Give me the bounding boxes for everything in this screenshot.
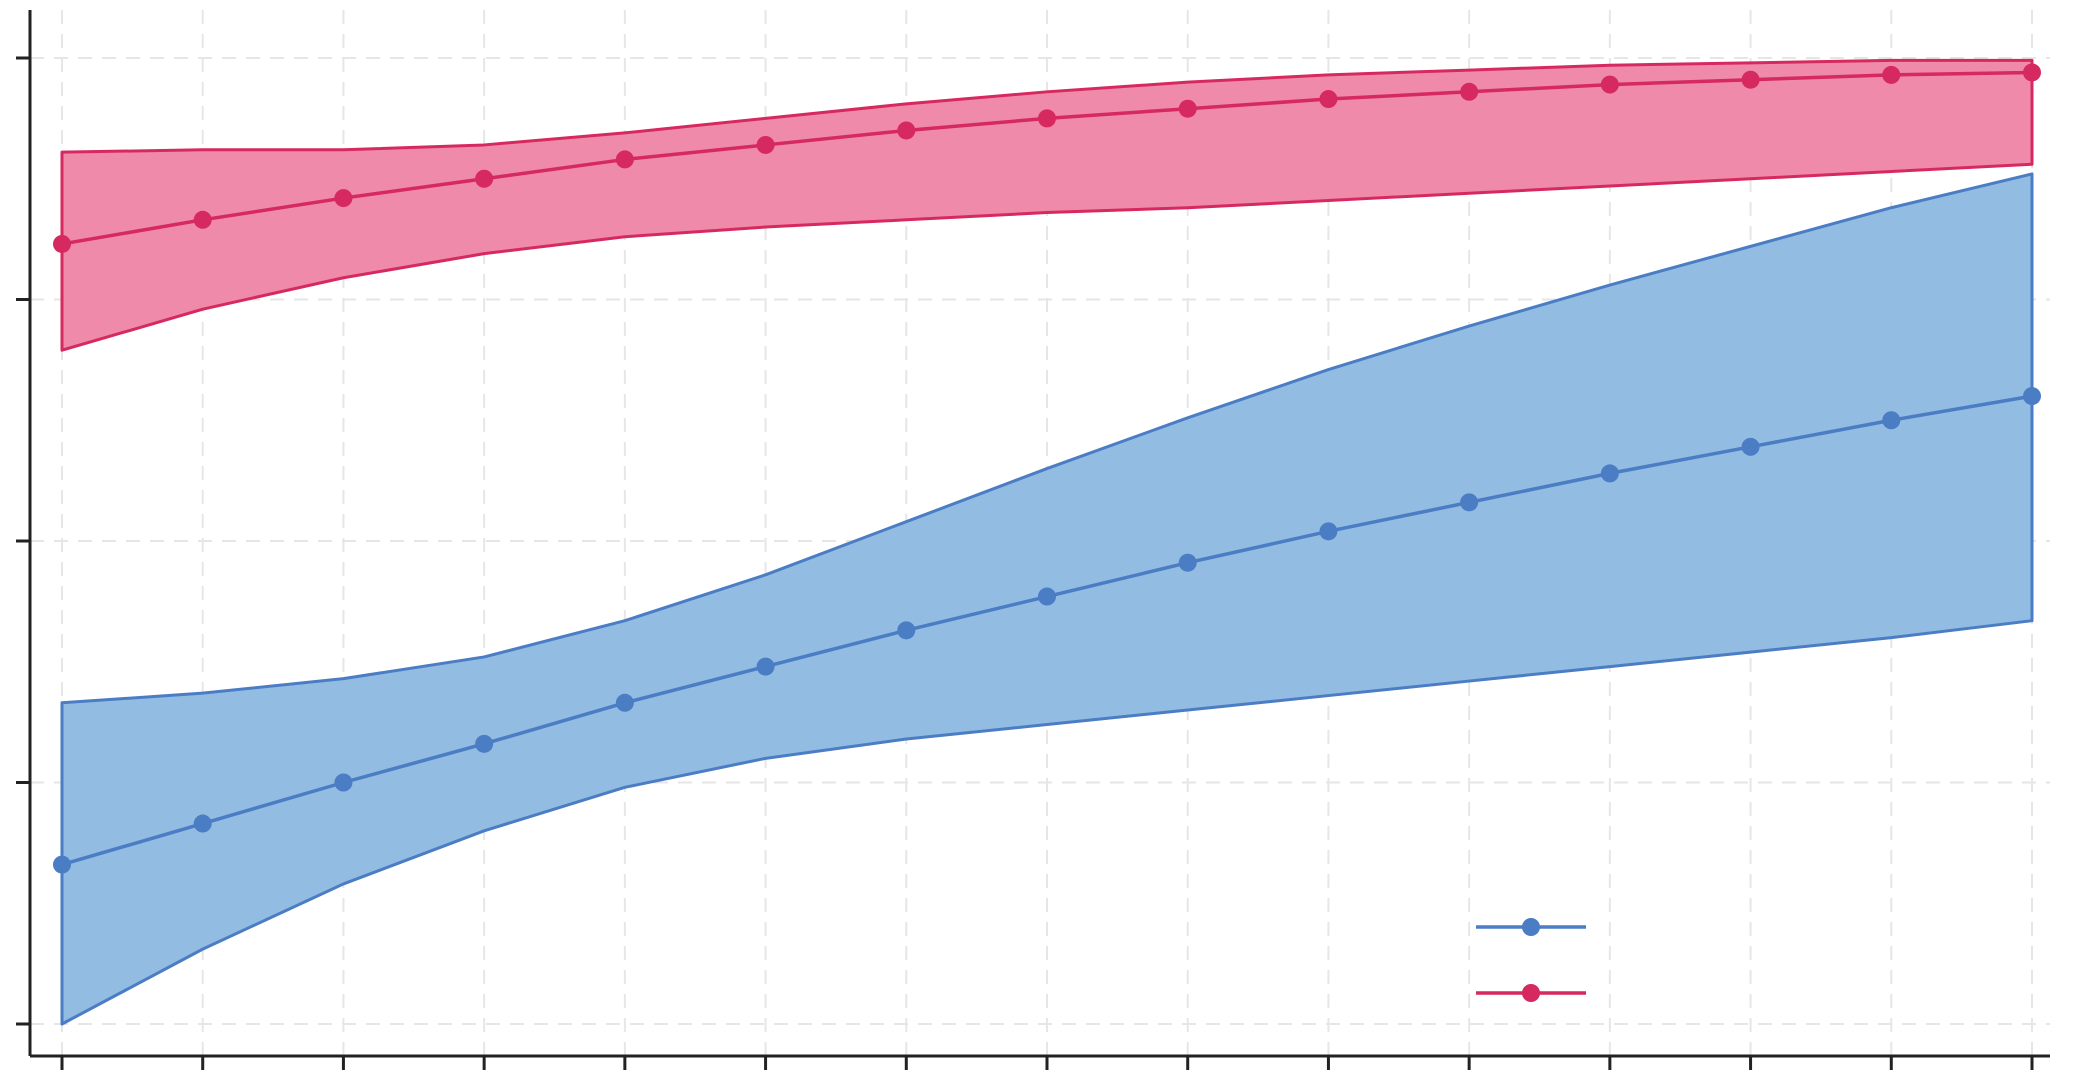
legend <box>1476 918 1586 1002</box>
data-point <box>615 150 634 169</box>
legend-key-marker <box>1522 984 1540 1002</box>
legend-key-marker <box>1522 918 1540 936</box>
data-point <box>2023 63 2041 82</box>
data-point <box>1038 587 1056 606</box>
data-point <box>193 210 212 229</box>
data-point <box>53 855 71 874</box>
data-point <box>1319 522 1338 541</box>
data-point <box>2023 387 2041 406</box>
confidence-band <box>60 58 2034 352</box>
data-point <box>334 773 353 792</box>
data-point <box>475 169 494 188</box>
data-point <box>1460 493 1479 512</box>
data-point <box>1178 99 1197 118</box>
data-point <box>1600 464 1619 483</box>
data-point <box>1741 70 1760 89</box>
data-point <box>1038 109 1056 128</box>
axes <box>16 10 2050 1070</box>
data-point <box>897 621 916 640</box>
data-point <box>1882 65 1901 84</box>
data-point <box>1319 90 1338 109</box>
data-point <box>475 734 494 753</box>
data-point <box>1882 411 1901 430</box>
data-point <box>1178 553 1197 572</box>
data-point <box>897 121 916 140</box>
data-point <box>193 814 212 833</box>
data-point <box>1600 75 1619 94</box>
data-point <box>615 693 634 712</box>
data-point <box>53 234 71 253</box>
data-point <box>1741 437 1760 456</box>
data-point <box>1460 82 1479 101</box>
data-point <box>756 135 775 154</box>
data-point <box>334 189 353 208</box>
series-points <box>53 63 2041 874</box>
data-point <box>756 657 775 676</box>
